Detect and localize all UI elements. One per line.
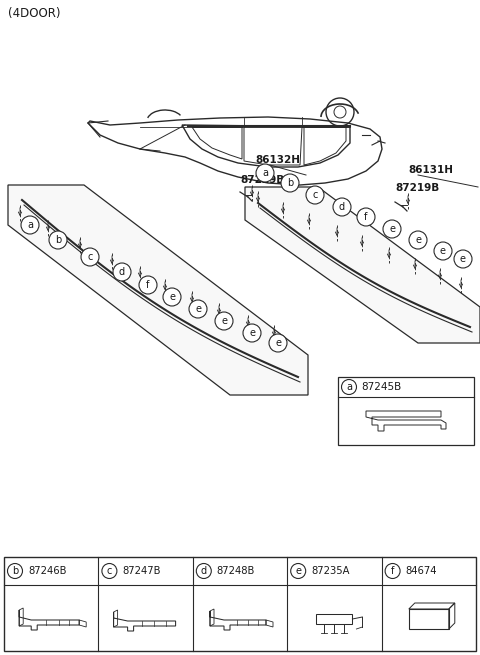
Circle shape [281,174,299,192]
Circle shape [333,198,351,216]
Text: e: e [169,292,175,302]
Text: e: e [221,316,227,326]
Text: e: e [295,566,301,576]
Circle shape [306,186,324,204]
Circle shape [139,276,157,294]
Text: 87246B: 87246B [28,566,67,576]
Circle shape [434,242,452,260]
Text: f: f [364,212,368,222]
Text: e: e [415,235,421,245]
Circle shape [357,208,375,226]
Circle shape [243,324,261,342]
Circle shape [385,563,400,578]
Text: 87245B: 87245B [361,382,401,392]
Text: b: b [12,566,18,576]
Circle shape [215,312,233,330]
Text: e: e [389,224,395,234]
Polygon shape [8,185,308,395]
Text: 84674: 84674 [406,566,437,576]
Text: e: e [460,254,466,264]
Text: 87229B: 87229B [240,175,284,185]
Circle shape [102,563,117,578]
Text: f: f [391,566,394,576]
Text: a: a [346,382,352,392]
Text: c: c [87,252,93,262]
Text: f: f [146,280,150,290]
Circle shape [8,563,23,578]
Text: 87235A: 87235A [311,566,350,576]
Text: 87248B: 87248B [217,566,255,576]
Circle shape [163,288,181,306]
Circle shape [81,248,99,266]
Circle shape [383,220,401,238]
Text: d: d [119,267,125,277]
Circle shape [21,216,39,234]
Circle shape [454,250,472,268]
Circle shape [189,300,207,318]
Circle shape [49,231,67,249]
Circle shape [291,563,306,578]
Polygon shape [245,187,480,343]
Text: e: e [249,328,255,338]
Circle shape [341,379,357,394]
Circle shape [113,263,131,281]
Text: e: e [275,338,281,348]
Text: b: b [287,178,293,188]
Text: 86131H: 86131H [408,165,453,175]
Text: 87219B: 87219B [395,183,439,193]
Text: a: a [262,168,268,178]
Circle shape [196,563,211,578]
Circle shape [256,164,274,182]
Text: 86132H: 86132H [255,155,300,165]
Text: d: d [201,566,207,576]
Text: c: c [107,566,112,576]
Text: (4DOOR): (4DOOR) [8,7,60,20]
Text: d: d [339,202,345,212]
Text: a: a [27,220,33,230]
Circle shape [269,334,287,352]
Text: e: e [440,246,446,256]
Circle shape [409,231,427,249]
Text: e: e [195,304,201,314]
Text: c: c [312,190,318,200]
Text: 87247B: 87247B [122,566,161,576]
Text: b: b [55,235,61,245]
